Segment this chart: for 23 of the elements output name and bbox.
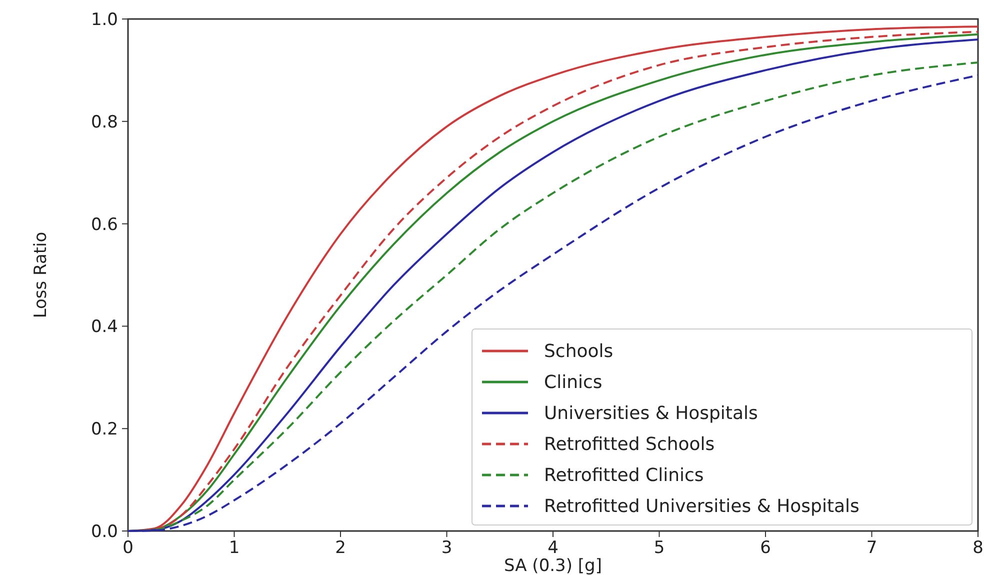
y-tick-label: 0.4 bbox=[90, 317, 118, 338]
x-tick-label: 3 bbox=[441, 538, 452, 558]
legend-label: Retrofitted Schools bbox=[544, 434, 715, 455]
y-axis-title: Loss Ratio bbox=[31, 232, 51, 318]
x-tick-label: 4 bbox=[548, 538, 558, 558]
legend-label: Retrofitted Clinics bbox=[544, 465, 704, 486]
x-tick-label: 5 bbox=[654, 538, 665, 558]
legend-label: Retrofitted Universities & Hospitals bbox=[544, 496, 860, 517]
x-tick-label: 7 bbox=[866, 538, 878, 558]
y-tick-label: 0.6 bbox=[90, 214, 118, 235]
legend-label: Clinics bbox=[544, 372, 602, 393]
x-tick-label: 2 bbox=[335, 538, 346, 558]
y-tick-label: 0.0 bbox=[90, 522, 118, 542]
legend-label: Schools bbox=[544, 341, 614, 362]
x-tick-label: 0 bbox=[122, 538, 134, 558]
x-tick-label: 1 bbox=[228, 538, 240, 558]
y-tick-label: 0.2 bbox=[90, 420, 118, 440]
legend-label: Universities & Hospitals bbox=[544, 403, 758, 424]
x-axis-title: SA (0.3) [g] bbox=[504, 556, 602, 575]
y-tick-label: 1.0 bbox=[90, 10, 118, 30]
x-tick-label: 6 bbox=[760, 538, 771, 558]
y-tick-label: 0.8 bbox=[90, 112, 118, 132]
x-tick-label: 8 bbox=[972, 538, 984, 558]
